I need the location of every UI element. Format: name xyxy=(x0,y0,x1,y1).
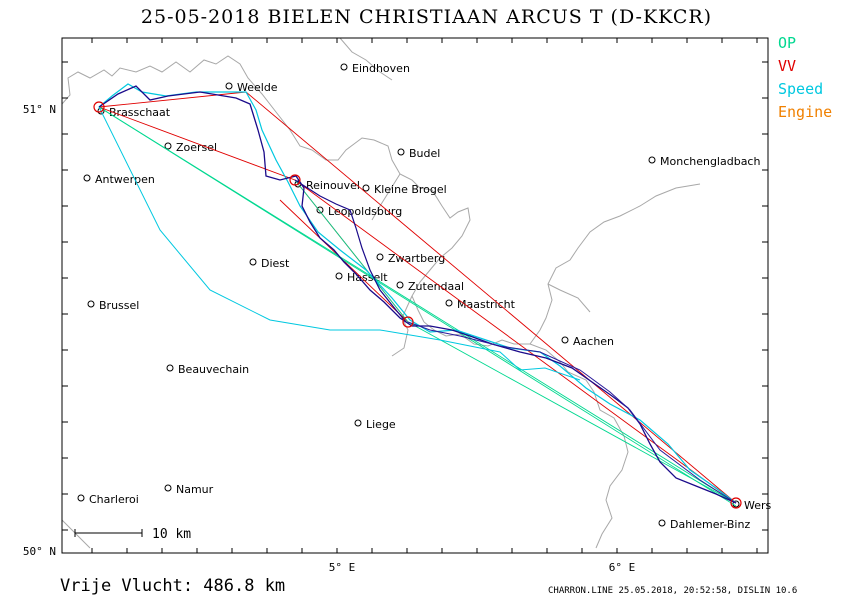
legend-engine: Engine xyxy=(778,103,833,121)
place-label: Antwerpen xyxy=(95,173,155,186)
country-border xyxy=(391,295,413,357)
lon-label: 5° E xyxy=(329,561,356,574)
place-marker xyxy=(335,272,343,280)
country-border xyxy=(371,173,401,221)
turnpoint-marker xyxy=(289,174,301,186)
place-marker xyxy=(397,148,405,156)
place-label: Zoersel xyxy=(176,141,217,154)
lon-label: 6° E xyxy=(609,561,636,574)
place-label: Diest xyxy=(261,257,290,270)
place-marker xyxy=(316,206,324,214)
place-label: Charleroi xyxy=(89,493,139,506)
place-marker xyxy=(249,258,257,266)
place-marker xyxy=(354,419,362,427)
place-marker xyxy=(166,364,174,372)
place-marker xyxy=(164,142,172,150)
op-task-line xyxy=(98,106,737,504)
flight-track xyxy=(294,179,407,323)
place-marker xyxy=(164,484,172,492)
place-marker xyxy=(396,281,404,289)
free-flight-distance: Vrije Vlucht: 486.8 km xyxy=(60,576,286,596)
country-border xyxy=(61,519,91,549)
country-border xyxy=(529,183,701,345)
place-label: Budel xyxy=(409,147,440,160)
place-label: Zutendaal xyxy=(408,280,464,293)
op-task-line xyxy=(98,106,737,507)
turnpoint-marker xyxy=(730,497,742,509)
place-label: Namur xyxy=(176,483,214,496)
place-label: Monchengladbach xyxy=(660,155,760,168)
place-marker xyxy=(83,174,91,182)
plot-frame xyxy=(61,37,769,554)
turnpoint-marker xyxy=(93,101,105,113)
place-label: Maastricht xyxy=(457,298,516,311)
place-label: Weelde xyxy=(237,81,278,94)
place-label: Leopoldsburg xyxy=(328,205,402,218)
country-border xyxy=(547,283,591,313)
country-border xyxy=(61,55,471,323)
place-label: Reinouvel xyxy=(306,179,360,192)
place-marker xyxy=(561,336,569,344)
place-marker xyxy=(77,494,85,502)
place-marker xyxy=(87,300,95,308)
scale-bar-label: 10 km xyxy=(152,527,191,542)
legend-vv: VV xyxy=(778,57,797,75)
place-marker xyxy=(340,63,348,71)
chart-title: 25-05-2018 BIELEN CHRISTIAAN ARCUS T (D-… xyxy=(140,6,713,28)
place-label: Wers xyxy=(744,499,772,512)
speed-track xyxy=(98,106,581,381)
lat-label: 50° N xyxy=(23,545,56,558)
place-marker xyxy=(648,156,656,164)
place-label: Brussel xyxy=(99,299,139,312)
place-label: Brasschaat xyxy=(109,106,171,119)
place-marker xyxy=(445,299,453,307)
place-marker xyxy=(225,82,233,90)
generator-stamp: CHARRON.LINE 25.05.2018, 20:52:58, DISLI… xyxy=(548,586,798,596)
place-label: Liege xyxy=(366,418,396,431)
place-label: Kleine Brogel xyxy=(374,183,447,196)
turnpoint-marker xyxy=(402,316,414,328)
flight-track xyxy=(407,321,737,504)
place-label: Dahlemer-Binz xyxy=(670,518,750,531)
place-label: Eindhoven xyxy=(352,62,410,75)
country-border xyxy=(529,343,629,549)
place-label: Hasselt xyxy=(347,271,388,284)
place-marker xyxy=(376,253,384,261)
place-marker xyxy=(362,184,370,192)
lat-label: 51° N xyxy=(23,103,56,116)
country-border xyxy=(339,37,393,81)
place-marker xyxy=(658,519,666,527)
legend-speed: Speed xyxy=(778,80,824,98)
place-label: Beauvechain xyxy=(178,363,249,376)
place-label: Aachen xyxy=(573,335,614,348)
place-label: Zwartberg xyxy=(388,252,445,265)
legend-op: OP xyxy=(778,34,797,52)
